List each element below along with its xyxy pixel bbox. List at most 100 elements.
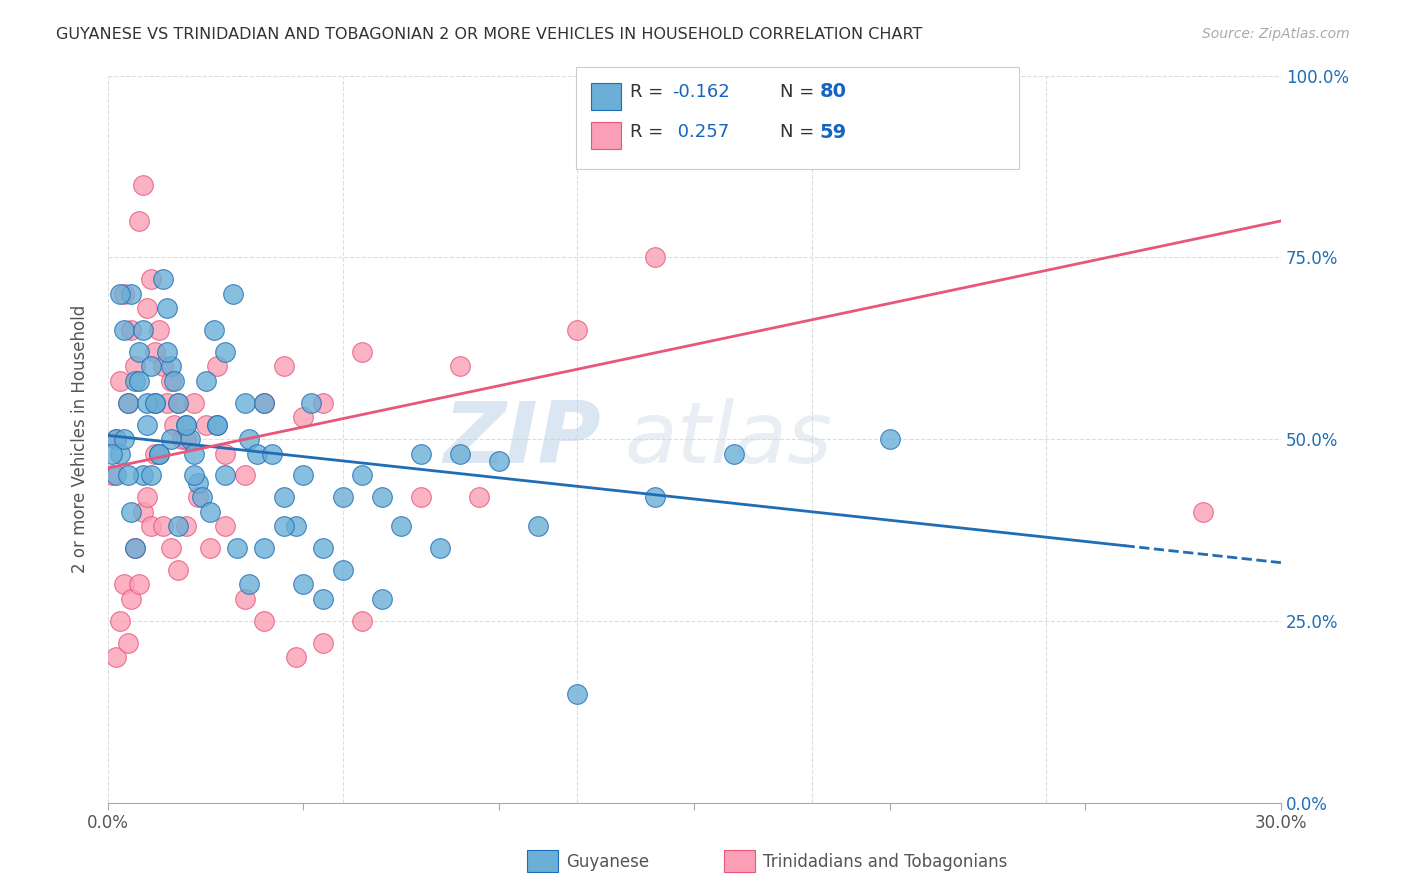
Point [108,447,131,461]
Point [409,490,432,504]
Point [148,447,170,461]
Point [128,577,150,591]
Point [198,541,221,555]
Point [112,577,135,591]
Point [124,541,146,555]
Text: Guyanese: Guyanese [567,853,650,871]
Point [253,395,276,409]
Text: ZIP: ZIP [443,398,600,481]
Point [132,505,155,519]
Point [183,447,205,461]
Point [1191,505,1213,519]
Point [187,490,209,504]
Text: N =: N = [780,123,820,141]
Point [139,519,162,533]
Point [108,374,131,388]
Point [449,359,471,374]
Point [108,614,131,628]
Point [174,432,197,446]
Point [253,541,276,555]
Point [245,447,267,461]
Point [273,519,295,533]
Point [233,395,256,409]
Point [284,650,307,665]
Point [101,468,124,483]
Point [104,468,127,483]
Point [136,395,159,409]
Point [124,541,146,555]
Point [117,395,139,409]
Point [253,395,276,409]
Point [312,395,335,409]
Point [101,447,124,461]
Point [112,432,135,446]
Point [207,417,229,432]
Point [312,592,335,607]
Point [352,468,374,483]
Point [174,417,197,432]
Point [273,359,295,374]
Text: N =: N = [780,83,820,101]
Point [226,541,249,555]
Text: atlas: atlas [624,398,832,481]
Point [143,447,166,461]
Point [148,447,170,461]
Point [198,505,221,519]
Point [172,432,194,446]
Point [104,432,127,446]
Point [644,490,666,504]
Text: GUYANESE VS TRINIDADIAN AND TOBAGONIAN 2 OR MORE VEHICLES IN HOUSEHOLD CORRELATI: GUYANESE VS TRINIDADIAN AND TOBAGONIAN 2… [56,27,922,42]
Point [332,563,354,577]
Point [527,519,550,533]
Point [187,475,209,490]
Point [262,447,284,461]
Point [238,577,260,591]
Text: R =: R = [630,123,669,141]
Point [136,417,159,432]
Point [409,447,432,461]
Point [214,447,236,461]
Point [238,432,260,446]
Point [179,432,201,446]
Point [352,614,374,628]
Point [139,468,162,483]
Point [312,635,335,649]
Point [167,395,190,409]
Point [370,490,392,504]
Point [139,359,162,374]
Point [233,468,256,483]
Text: Trinidadians and Tobagonians: Trinidadians and Tobagonians [763,853,1008,871]
Point [312,541,335,555]
Point [567,323,589,337]
Point [120,592,142,607]
Point [292,577,315,591]
Point [879,432,901,446]
Point [174,417,197,432]
Point [117,468,139,483]
Point [191,490,214,504]
Point [124,374,146,388]
Point [132,323,155,337]
Point [139,272,162,286]
Point [159,432,181,446]
Text: R =: R = [630,83,669,101]
Point [152,359,174,374]
Point [207,359,229,374]
Point [163,417,186,432]
Point [120,286,142,301]
Point [156,301,179,315]
Point [207,417,229,432]
Y-axis label: 2 or more Vehicles in Household: 2 or more Vehicles in Household [72,305,89,574]
Point [284,519,307,533]
Point [148,323,170,337]
Point [120,323,142,337]
Point [644,250,666,264]
Point [156,395,179,409]
Point [128,374,150,388]
Point [352,344,374,359]
Point [202,323,225,337]
Point [723,447,745,461]
Point [167,395,190,409]
Point [143,395,166,409]
Point [273,490,295,504]
